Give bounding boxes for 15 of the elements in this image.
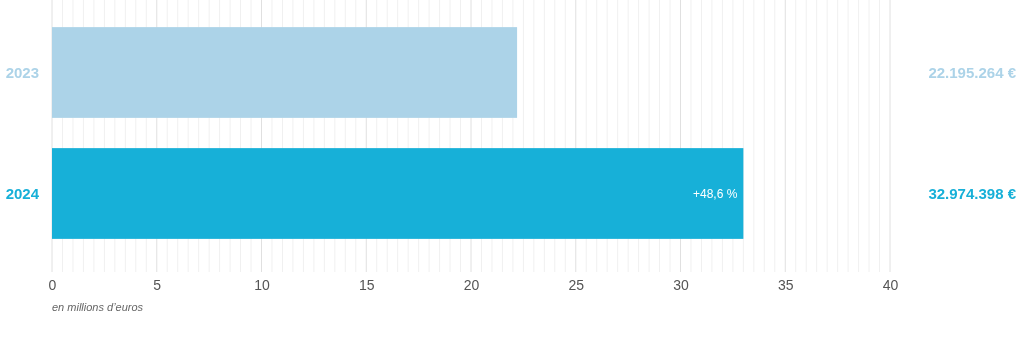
x-tick-label: 0 [48,276,57,293]
x-tick-label: 40 [882,276,899,293]
x-tick-label: 15 [358,276,375,293]
y-tick-label: 2023 [5,63,39,81]
x-axis-title: en millions d’euros [52,301,144,313]
x-tick-label: 10 [254,276,270,293]
text: 32.974.398 € [928,184,1017,202]
x-tick-label: 30 [673,276,689,293]
x-tick-label: 25 [568,276,585,293]
y-tick-label: 2024 [5,184,40,202]
text: 22.195.264 € [928,63,1017,81]
annotation: +48,6 % [692,186,738,201]
x-tick-label: 20 [463,276,480,293]
x-tick-label: 5 [153,276,162,293]
x-tick-label: 35 [777,276,794,293]
